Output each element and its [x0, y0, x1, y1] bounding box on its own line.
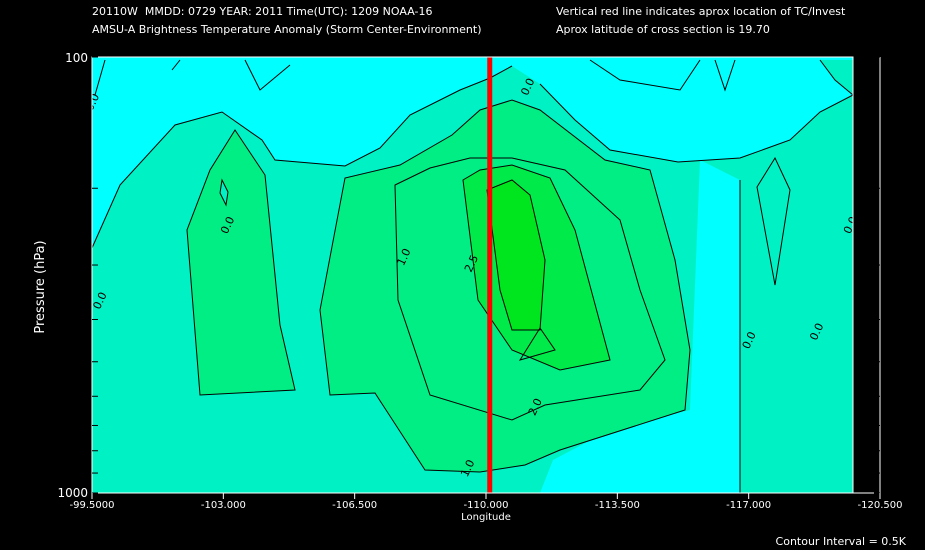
contour-fill-spike-right — [757, 158, 790, 285]
contour-plot-area: 0.00.00.01.0 2.50.02.01.00.0 0.00.0 — [83, 57, 860, 493]
contour-fill-2.5 — [487, 180, 545, 330]
x-tick-label: -120.500 — [858, 500, 903, 511]
header-line-2-left: AMSU-A Brightness Temperature Anomaly (S… — [92, 23, 482, 36]
x-tick-label: -106.500 — [332, 500, 377, 511]
x-axis-ticks: -99.5000 -103.000 -106.500 -110.000 -113.500… — [70, 493, 903, 511]
contour-fill-top-right-patch — [820, 60, 853, 95]
contour-lines — [91, 59, 854, 493]
y-axis-label: Pressure (hPa) — [33, 240, 48, 333]
contour-fill-spike-left — [220, 180, 228, 205]
x-tick-label: -110.000 — [464, 500, 509, 511]
y-axis-ticks — [92, 56, 880, 494]
header-line-1-right: Vertical red line indicates aprox locati… — [556, 5, 846, 18]
x-axis-label: Longitude — [461, 512, 511, 523]
y-tick-label-1000: 1000 — [57, 486, 88, 500]
y-tick-label-100: 100 — [65, 51, 88, 65]
x-tick-label: -117.000 — [726, 500, 771, 511]
x-tick-label: -103.000 — [201, 500, 246, 511]
contour-interval-label: Contour Interval = 0.5K — [776, 535, 907, 548]
x-tick-label: -99.5000 — [70, 500, 115, 511]
header-line-2-right: Aprox latitude of cross section is 19.70 — [556, 23, 770, 36]
x-tick-label: -113.500 — [595, 500, 640, 511]
header-line-1-left: 20110W MMDD: 0729 YEAR: 2011 Time(UTC): … — [92, 5, 433, 18]
